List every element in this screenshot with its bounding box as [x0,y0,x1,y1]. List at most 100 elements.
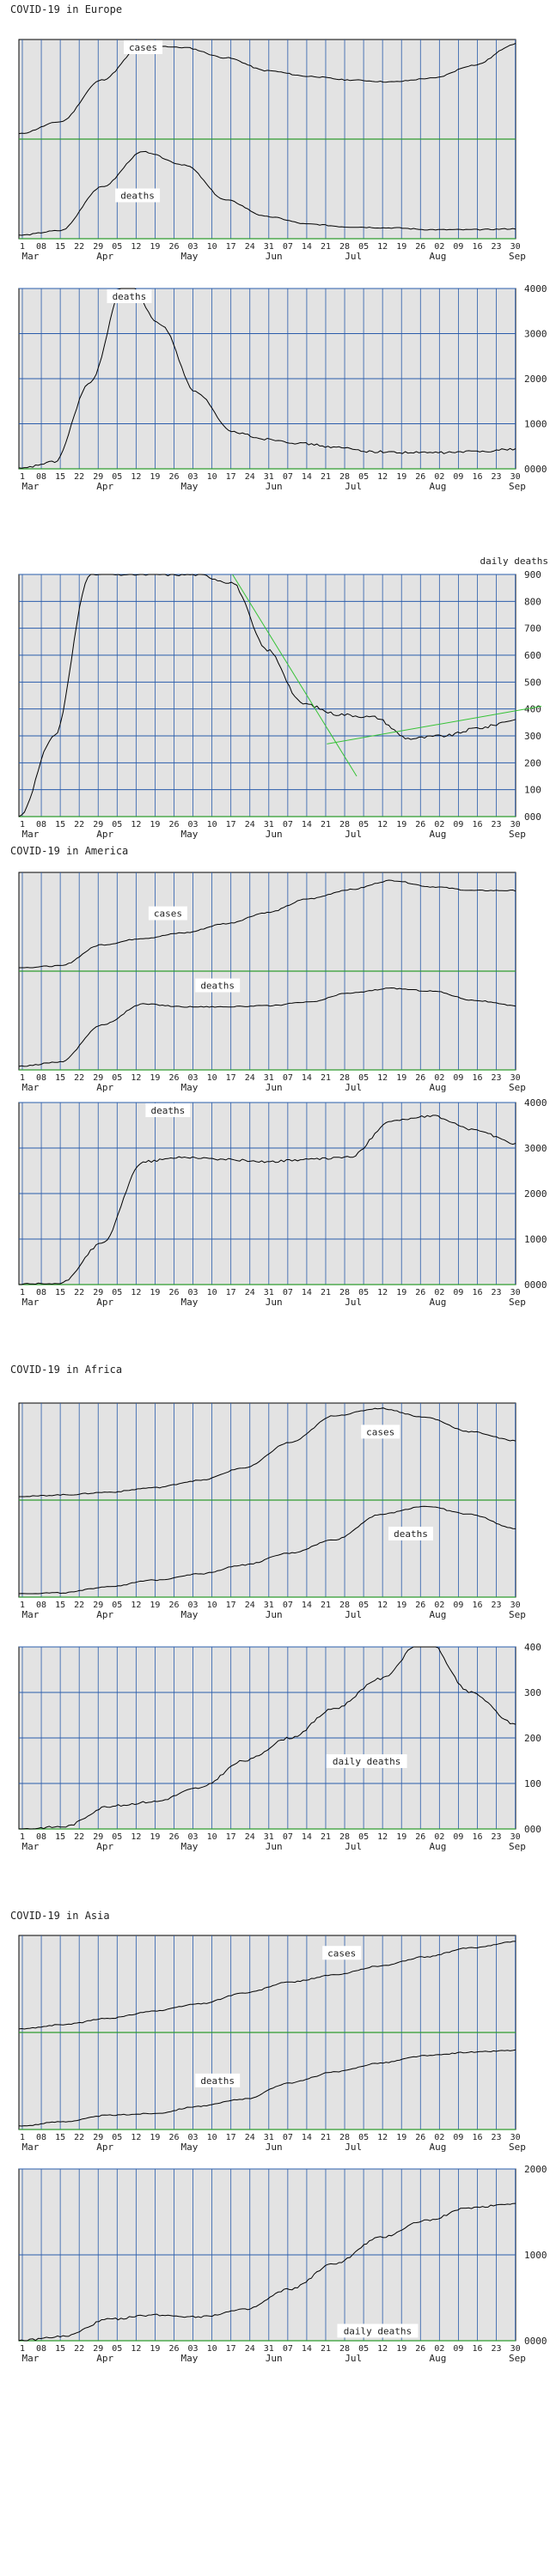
x-tick-label: 14 [302,2344,312,2354]
x-month-label: Sep [509,2353,526,2364]
x-tick-label: 02 [434,472,444,482]
x-tick-label: 03 [188,2133,199,2142]
x-tick-label: 15 [55,1601,65,1610]
x-tick-label: 09 [453,1288,463,1297]
x-tick-label: 1 [20,820,25,829]
x-tick-label: 08 [36,1073,46,1083]
x-tick-label: 28 [339,1288,350,1297]
x-tick-label: 19 [396,2344,406,2354]
series-line-deaths [18,150,516,236]
x-tick-label: 31 [264,1073,274,1083]
x-tick-label: 24 [245,472,255,482]
x-tick-label: 23 [492,1601,502,1610]
x-tick-label: 03 [188,2344,199,2354]
x-tick-label: 21 [321,1288,331,1297]
x-tick-label: 31 [264,1601,274,1610]
x-tick-label: 10 [207,2344,217,2354]
x-tick-label: 17 [226,1601,236,1610]
region-title-asia: COVID-19 in Asia [10,1910,110,1922]
x-tick-label: 21 [321,2344,331,2354]
x-tick-label: 10 [207,242,217,252]
x-tick-label: 19 [150,242,160,252]
x-month-label: Aug [430,829,447,840]
x-month-label: Aug [430,2142,447,2153]
x-tick-label: 16 [472,2133,482,2142]
series-label: cases [366,1426,394,1437]
x-month-label: Jul [345,829,362,840]
x-tick-label: 14 [302,472,312,482]
x-tick-label: 30 [510,1601,521,1610]
x-tick-label: 28 [339,2344,350,2354]
y-tick-label: 0000 [524,2336,547,2347]
series-line-deaths [18,987,516,1067]
x-tick-label: 24 [245,1601,255,1610]
chart-asia-daily: 0000 1000 2000 1 08 15 22 29 05 12 19 26 03 10 17 24 31 0… [18,2164,547,2364]
x-tick-label: 10 [207,1601,217,1610]
series-label-box [124,40,162,54]
x-month-label: Aug [430,251,447,262]
x-tick-label: 03 [188,242,199,252]
x-month-label: Jun [266,1609,283,1620]
x-month-label: Jun [266,2353,283,2364]
x-month-label: Mar [22,1297,40,1308]
series-label: deaths [113,291,147,302]
x-tick-label: 12 [131,1601,141,1610]
x-tick-label: 26 [168,242,179,252]
x-tick-label: 03 [188,472,199,482]
x-tick-label: 24 [245,820,255,829]
x-tick-label: 12 [377,2133,388,2142]
x-tick-label: 29 [93,242,103,252]
x-tick-label: 02 [434,1832,444,1842]
x-tick-label: 05 [358,2344,369,2354]
x-tick-label: 23 [492,2133,502,2142]
x-tick-label: 02 [434,1601,444,1610]
x-month-label: Mar [22,1609,40,1620]
x-tick-label: 16 [472,820,482,829]
x-tick-label: 19 [150,2344,160,2354]
x-tick-label: 17 [226,2133,236,2142]
x-tick-label: 28 [339,242,350,252]
x-month-label: Apr [96,2353,113,2364]
x-tick-label: 09 [453,1073,463,1083]
x-tick-label: 08 [36,1832,46,1842]
x-month-label: Jul [345,1609,362,1620]
x-tick-label: 07 [283,820,293,829]
x-month-label: Sep [509,481,526,492]
x-tick-label: 09 [453,820,463,829]
x-tick-label: 16 [472,472,482,482]
x-month-label: May [181,829,199,840]
x-tick-label: 26 [415,1832,425,1842]
x-month-label: May [181,1082,199,1093]
x-tick-label: 07 [283,2133,293,2142]
x-tick-label: 05 [112,1288,122,1297]
x-tick-label: 03 [188,820,199,829]
x-tick-label: 07 [283,1073,293,1083]
x-tick-label: 17 [226,820,236,829]
x-tick-label: 23 [492,1832,502,1842]
x-month-label: Jun [266,251,283,262]
x-tick-label: 30 [510,242,521,252]
x-tick-label: 16 [472,1073,482,1083]
series-line-deaths [18,1505,516,1595]
x-month-label: May [181,1297,199,1308]
series-label: cases [327,1947,356,1959]
x-tick-label: 17 [226,1288,236,1297]
y-tick-label: 3000 [524,1143,547,1154]
x-tick-label: 19 [396,2133,406,2142]
y-tick-label: 500 [524,677,541,688]
y-tick-label: 700 [524,623,541,635]
x-tick-label: 09 [453,242,463,252]
x-tick-label: 22 [74,242,84,252]
x-tick-label: 10 [207,1832,217,1842]
series-label-box [145,1103,191,1117]
x-tick-label: 26 [415,820,425,829]
x-tick-label: 05 [112,1601,122,1610]
plot-area [18,574,516,817]
chart-africa-normalized: 1 08 15 22 29 05 12 19 26 03 10 17 24 31 07 14 21 28 05 12 1… [18,1402,526,1620]
x-tick-label: 24 [245,1288,255,1297]
x-month-label: Jul [345,481,362,492]
x-tick-label: 26 [415,472,425,482]
x-tick-label: 19 [396,472,406,482]
x-tick-label: 31 [264,472,274,482]
x-tick-label: 24 [245,2133,255,2142]
